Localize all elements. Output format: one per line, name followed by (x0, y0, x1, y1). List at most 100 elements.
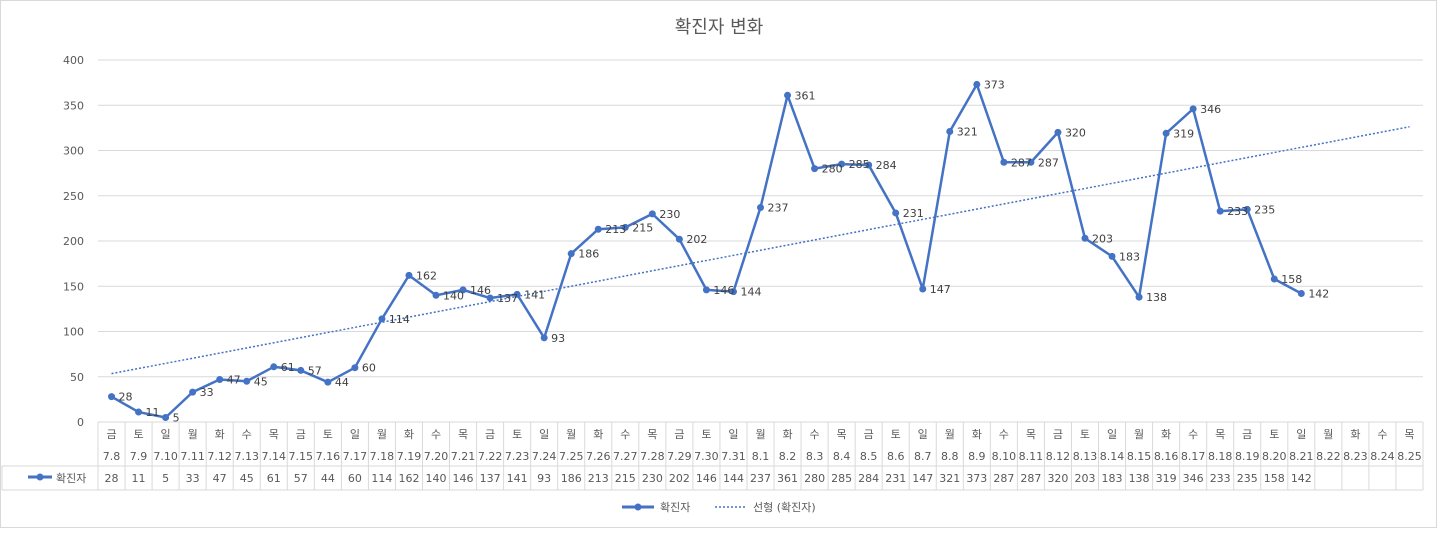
data-label: 146 (713, 284, 734, 297)
x-tick-label: 8.11 (1019, 450, 1044, 463)
data-label: 147 (930, 283, 951, 296)
table-cell-value: 60 (348, 472, 362, 485)
data-label: 162 (416, 269, 437, 282)
table-cell-value: 45 (240, 472, 254, 485)
data-point (351, 364, 359, 372)
data-label: 57 (308, 364, 322, 377)
table-cell-value: 319 (1156, 472, 1177, 485)
weekday-label: 월 (188, 428, 198, 441)
weekday-label: 일 (539, 427, 549, 441)
data-labels: 28 11 5 33 47 45 61 57 44 60 114 162 140 146 137 141 93 1… (119, 78, 1330, 424)
weekday-label: 화 (404, 428, 414, 441)
data-point (1297, 289, 1305, 297)
data-point (1162, 129, 1170, 137)
weekday-label: 수 (810, 428, 820, 441)
weekday-label: 월 (377, 428, 387, 441)
x-tick-label: 7.25 (559, 450, 584, 463)
x-tick-label: 7.18 (370, 450, 395, 463)
table-cell-value: 213 (588, 472, 609, 485)
x-tick-label: 7.13 (234, 450, 259, 463)
trendline (111, 126, 1410, 375)
data-point (757, 204, 764, 212)
y-tick-label: 350 (63, 99, 84, 112)
y-tick-label: 300 (63, 145, 84, 158)
table-cell-value: 158 (1264, 472, 1285, 485)
x-tick-label: 7.10 (153, 450, 178, 463)
table-cell-value: 138 (1129, 472, 1150, 485)
data-label: 215 (632, 221, 653, 234)
x-tick-label: 8.25 (1397, 450, 1422, 463)
data-label: 235 (1254, 203, 1275, 216)
table-cell-value: 5 (162, 472, 169, 485)
y-tick-label: 0 (77, 416, 84, 429)
weekday-label: 월 (1134, 428, 1144, 441)
data-point (270, 363, 278, 371)
weekday-label: 목 (1215, 428, 1225, 441)
table-cell-value: 203 (1074, 472, 1095, 485)
table-cell-value: 28 (105, 472, 119, 485)
weekday-label: 수 (999, 428, 1009, 441)
data-point (162, 413, 170, 421)
data-label: 280 (822, 163, 843, 176)
weekday-label: 금 (485, 428, 495, 441)
weekday-label: 수 (242, 428, 252, 441)
data-point (675, 235, 683, 243)
weekday-label: 수 (431, 428, 441, 441)
data-label: 203 (1092, 232, 1113, 245)
table-cell-value: 61 (267, 472, 281, 485)
x-tick-label: 8.10 (992, 450, 1017, 463)
table-cell-value: 137 (480, 472, 501, 485)
table-cell-value: 231 (885, 472, 906, 485)
weekday-label: 월 (566, 428, 576, 441)
table-cell-value: 44 (321, 472, 335, 485)
weekday-label: 수 (1377, 428, 1387, 441)
x-tick-label: 8.2 (779, 450, 797, 463)
data-label: 284 (876, 159, 897, 172)
data-point (811, 165, 819, 173)
weekday-label: 토 (1080, 428, 1090, 441)
x-tick-label: 7.22 (478, 450, 503, 463)
y-axis: 0 50 100 150 200 250 300 350 400 (63, 54, 84, 429)
weekday-label: 토 (1269, 428, 1279, 441)
x-tick-label: 8.23 (1343, 450, 1368, 463)
data-point (459, 286, 467, 294)
data-label: 373 (984, 78, 1005, 91)
data-label: 45 (254, 375, 268, 388)
data-label: 141 (524, 288, 545, 301)
data-label: 287 (1038, 156, 1059, 169)
weekday-label: 목 (458, 428, 468, 441)
data-point (1270, 275, 1278, 283)
table-cell-value: 162 (398, 472, 419, 485)
table-cell-value: 237 (750, 472, 771, 485)
x-tick-label: 8.15 (1127, 450, 1152, 463)
data-label: 319 (1173, 127, 1194, 140)
table-cell-value: 284 (858, 472, 879, 485)
table-cell-value: 361 (777, 472, 798, 485)
x-tick-label: 8.16 (1154, 450, 1179, 463)
weekday-label: 금 (864, 428, 874, 441)
data-point (1243, 205, 1251, 213)
weekday-label: 월 (1323, 428, 1333, 441)
weekday-label: 토 (323, 428, 333, 441)
x-tick-label: 8.5 (860, 450, 878, 463)
y-tick-label: 50 (70, 371, 84, 384)
weekday-label: 월 (945, 428, 955, 441)
table-cell-value: 11 (132, 472, 146, 485)
weekday-label: 수 (1188, 428, 1198, 441)
table-cell-value: 230 (642, 472, 663, 485)
data-label: 320 (1065, 126, 1086, 139)
data-label: 114 (389, 313, 410, 326)
weekday-label: 일 (350, 427, 360, 441)
data-point (973, 80, 981, 88)
data-point (594, 225, 602, 233)
table-cell-value: 202 (669, 472, 690, 485)
x-tick-label: 8.9 (968, 450, 986, 463)
data-label: 233 (1227, 205, 1248, 218)
x-tick-label: 8.4 (833, 450, 851, 463)
table-cell-value: 346 (1183, 472, 1204, 485)
weekday-label: 일 (918, 427, 928, 441)
weekday-label: 금 (106, 428, 116, 441)
data-point (297, 366, 305, 374)
data-label: 346 (1200, 103, 1221, 116)
weekday-label: 일 (1296, 427, 1306, 441)
